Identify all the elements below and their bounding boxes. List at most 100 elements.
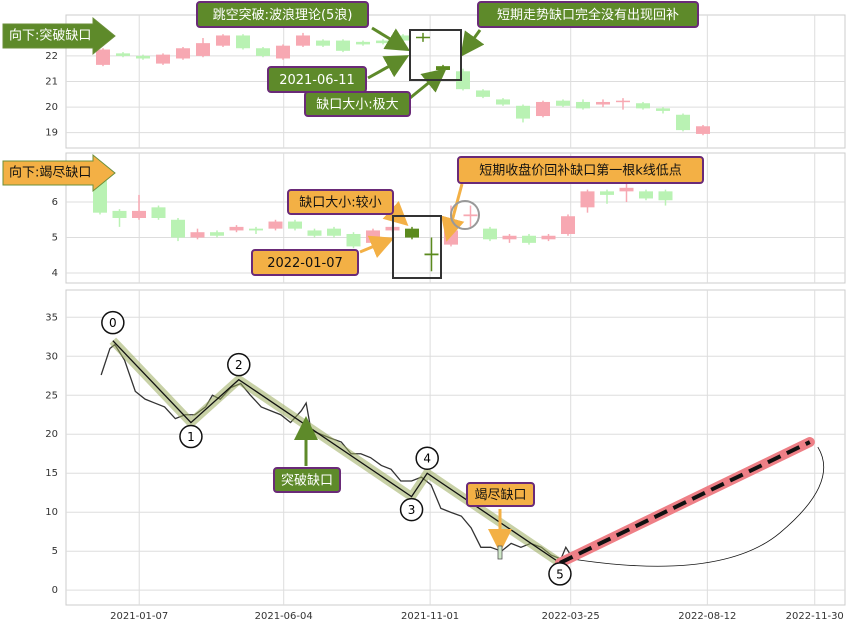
annotation-box	[251, 249, 359, 276]
annotation-arrow	[409, 68, 447, 100]
tag-label: 向下:突破缺口	[9, 28, 91, 44]
wave-circle	[415, 446, 439, 470]
gap-circle	[450, 200, 480, 230]
candle-body	[576, 101, 590, 109]
y-tick-label: 20	[45, 429, 58, 440]
candle-body	[424, 253, 439, 256]
panel-frame	[65, 152, 846, 284]
y-tick-label: 6	[52, 197, 58, 208]
y-tick-label: 5	[52, 546, 58, 557]
candle-body	[600, 191, 614, 195]
candle-body	[556, 100, 570, 106]
candle-body	[463, 214, 478, 217]
candle-body	[522, 235, 536, 243]
annotation-box	[273, 467, 341, 493]
projection-arc	[564, 446, 825, 567]
annotation-box	[196, 1, 369, 28]
annotation-arrow	[441, 183, 465, 242]
candle-body	[405, 228, 419, 238]
annotation-label: 短期走势缺口完全没有出现回补	[497, 7, 679, 23]
y-tick-label: 22	[45, 51, 58, 62]
candle-body	[436, 66, 450, 70]
candle-body	[376, 40, 390, 44]
candle-body	[456, 71, 470, 90]
wave-circle	[179, 424, 203, 449]
candle-body	[356, 41, 370, 45]
x-tick-label: 2021-06-04	[255, 611, 313, 622]
candle-body	[296, 35, 310, 46]
wave-label: 3	[408, 503, 416, 517]
panel-frame	[65, 289, 846, 606]
candle-body	[151, 207, 166, 218]
candle-body	[580, 191, 595, 208]
annotation-box	[466, 482, 535, 507]
candle-body	[656, 108, 670, 111]
annotation-arrow	[359, 235, 395, 258]
candle-body	[541, 235, 556, 240]
annotation-label: 缺口大小:极大	[316, 98, 398, 113]
annotation-box	[477, 1, 699, 28]
annotation-box	[304, 91, 411, 117]
y-tick-label: 35	[45, 312, 58, 323]
tag-label: 向下:竭尽缺口	[9, 165, 91, 181]
y-tick-label: 19	[45, 128, 58, 139]
candle-body	[112, 210, 127, 218]
candle-body	[616, 100, 630, 103]
candle-body	[307, 230, 322, 236]
candle-body	[619, 187, 634, 192]
candle-body	[336, 40, 350, 51]
candle-body	[132, 210, 146, 218]
candle-body	[316, 40, 330, 46]
candle-body	[116, 53, 130, 56]
x-tick-label: 2021-01-07	[110, 611, 168, 622]
candle-body	[249, 228, 263, 231]
x-tick-label: 2022-03-25	[542, 611, 600, 622]
candle-body	[396, 35, 410, 41]
wave-label: 1	[187, 430, 195, 444]
candle-body	[196, 43, 210, 56]
annotation-box	[457, 156, 704, 184]
candle-body	[156, 54, 170, 64]
annotation-arrow	[371, 26, 411, 52]
candle-body	[366, 230, 380, 243]
candle-body	[216, 35, 230, 46]
candle-body	[536, 101, 550, 117]
candle-body	[190, 232, 205, 238]
annotation-arrow	[460, 29, 485, 57]
y-tick-label: 20	[45, 102, 58, 113]
wave-circle	[101, 310, 125, 335]
y-tick-label: 25	[45, 390, 58, 401]
wave-line	[112, 340, 561, 564]
candle-body	[636, 103, 650, 109]
wave-circle	[548, 562, 572, 586]
candle-body	[236, 35, 250, 49]
wave-label: 4	[423, 452, 431, 466]
candle-body	[416, 36, 430, 39]
y-tick-label: 15	[45, 468, 58, 479]
candle-body	[327, 228, 341, 236]
candle-body	[171, 219, 185, 238]
candle-body	[483, 228, 497, 240]
candle-body	[268, 221, 283, 229]
y-tick-label: 30	[45, 351, 58, 362]
annotation-label: 2021-06-11	[279, 73, 355, 88]
x-tick-label: 2021-11-01	[401, 611, 459, 622]
wave-circle	[227, 352, 251, 377]
candle-body	[136, 55, 150, 59]
candle-body	[346, 233, 361, 247]
candle-body	[229, 226, 244, 231]
annotation-label: 短期收盘价回补缺口第一根k线低点	[479, 163, 682, 179]
annotation-label: 跳空突破:波浪理论(5浪)	[213, 7, 353, 23]
candle-body	[676, 114, 690, 131]
candle-body	[502, 235, 517, 240]
wave-label: 5	[556, 567, 564, 581]
x-tick-label: 2022-08-12	[678, 611, 736, 622]
y-tick-label: 5	[52, 233, 58, 244]
candle-body	[96, 49, 110, 65]
annotation-label: 2022-01-07	[267, 256, 343, 271]
annotation-label: 缺口大小:较小	[299, 196, 381, 211]
candle-body	[176, 48, 190, 59]
candle-body	[561, 216, 575, 234]
annotation-box	[287, 189, 394, 215]
